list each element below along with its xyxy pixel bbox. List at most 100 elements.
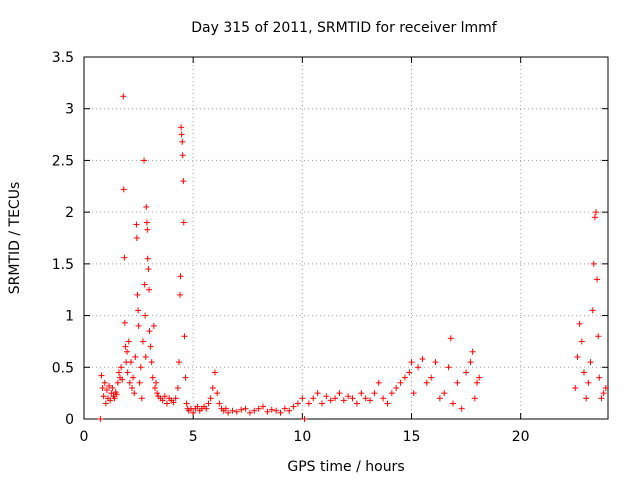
data-point — [102, 400, 109, 407]
data-point — [153, 379, 160, 386]
data-point — [146, 286, 153, 293]
data-point — [336, 390, 343, 397]
y-tick-label: 0.5 — [52, 360, 74, 376]
data-point — [216, 400, 223, 407]
data-point — [130, 374, 137, 381]
data-point — [129, 384, 136, 391]
data-point — [467, 359, 474, 366]
data-point — [103, 387, 110, 394]
data-point — [154, 390, 161, 397]
data-point — [126, 379, 133, 386]
data-point — [423, 379, 430, 386]
data-point — [163, 400, 170, 407]
data-point — [384, 400, 391, 407]
x-axis-label: GPS time / hours — [287, 459, 404, 475]
data-point — [121, 254, 128, 261]
data-point — [600, 390, 607, 397]
data-point — [120, 186, 127, 193]
data-point — [179, 152, 186, 159]
data-point — [589, 307, 596, 314]
data-point — [358, 390, 365, 397]
data-point — [583, 395, 590, 402]
data-point — [133, 235, 140, 241]
data-point — [141, 281, 148, 288]
data-point — [205, 400, 212, 407]
data-point — [124, 369, 131, 376]
data-point — [145, 266, 152, 273]
data-point — [340, 397, 347, 404]
data-point — [98, 372, 105, 379]
data-point — [469, 348, 476, 355]
data-point — [380, 395, 387, 402]
data-point — [436, 395, 443, 402]
data-point — [100, 393, 107, 400]
y-tick-label: 1 — [65, 309, 74, 325]
data-point — [118, 364, 125, 371]
data-point — [286, 407, 293, 414]
data-point — [183, 400, 190, 407]
data-point — [113, 391, 120, 398]
data-point — [410, 390, 417, 397]
data-point — [175, 359, 182, 366]
data-point — [115, 369, 122, 376]
data-point — [135, 322, 142, 329]
data-point — [572, 384, 579, 391]
data-point — [242, 405, 249, 412]
data-point — [251, 407, 258, 414]
data-point — [449, 400, 456, 407]
data-point — [264, 408, 271, 415]
data-point — [121, 319, 128, 326]
data-point — [135, 307, 142, 314]
grid — [84, 57, 608, 419]
data-point — [229, 407, 236, 414]
data-point — [458, 405, 465, 412]
data-point — [180, 178, 187, 185]
data-point — [375, 379, 382, 386]
data-point — [122, 343, 129, 350]
data-point — [190, 409, 197, 416]
data-point — [314, 390, 321, 397]
x-tick-label: 5 — [189, 429, 198, 445]
data-point — [181, 333, 188, 340]
data-point — [222, 405, 229, 412]
data-point — [114, 379, 121, 386]
data-point — [595, 333, 602, 340]
data-point — [107, 397, 114, 404]
data-point — [182, 374, 189, 381]
data-point — [246, 409, 253, 416]
data-point — [127, 359, 134, 366]
data-point — [177, 291, 184, 298]
data-point — [401, 374, 408, 381]
data-point — [602, 384, 609, 391]
data-point — [290, 403, 297, 410]
data-point — [474, 379, 480, 386]
ticks: 0 5 10 15 20 0 0.5 1 1.5 2 2.5 3 3.5 — [52, 50, 608, 445]
data-point — [148, 359, 155, 366]
data-point — [281, 405, 288, 412]
data-point — [174, 384, 181, 391]
data-point — [598, 395, 605, 402]
y-tick-label: 2 — [65, 205, 74, 221]
data-point — [178, 131, 185, 138]
data-point — [238, 406, 245, 413]
data-point — [180, 219, 187, 226]
data-point — [327, 397, 334, 404]
data-point — [432, 359, 439, 366]
data-point — [179, 138, 186, 145]
data-point — [142, 353, 149, 360]
data-point — [143, 219, 150, 226]
data-point — [143, 203, 150, 210]
data-point — [124, 348, 131, 355]
data-point — [161, 393, 168, 400]
data-point — [471, 395, 478, 402]
data-point — [136, 379, 143, 386]
data-point — [305, 400, 312, 407]
data-point — [170, 399, 177, 406]
data-point — [415, 364, 422, 371]
data-point — [109, 384, 116, 391]
data-point — [141, 157, 148, 164]
data-point — [463, 369, 470, 376]
data-point — [318, 400, 325, 407]
data-point — [146, 328, 153, 335]
data-point — [406, 369, 413, 376]
